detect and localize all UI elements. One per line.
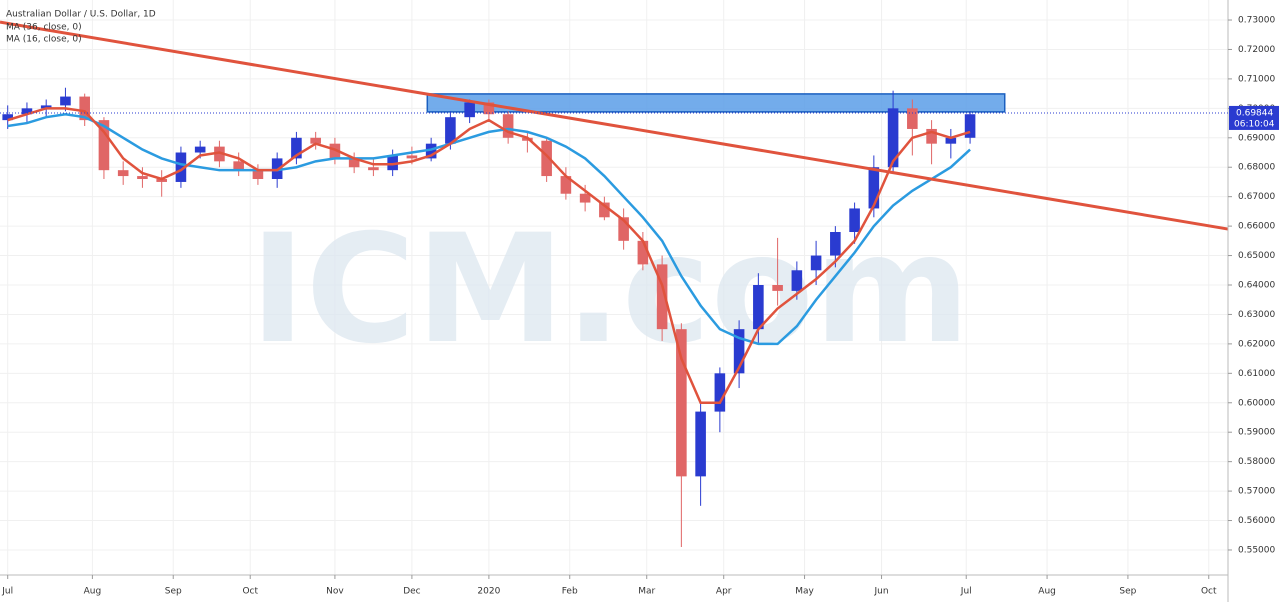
y-tick-label: 0.60000 (1238, 398, 1275, 408)
candle-body (194, 146, 206, 153)
candle-body (483, 102, 495, 115)
x-tick-label: Aug (1038, 587, 1056, 597)
legend-entry: MA (16, close, 0) (6, 35, 82, 45)
x-tick-label: Dec (403, 587, 420, 597)
candle-body (310, 137, 321, 144)
candle-body (252, 170, 264, 180)
candle-body (541, 140, 552, 177)
y-tick-label: 0.73000 (1238, 16, 1275, 26)
candle-body (676, 329, 687, 477)
candle-body (964, 114, 976, 138)
candle-body (40, 105, 52, 109)
y-tick-label: 0.69000 (1238, 133, 1275, 143)
x-tick-label: Oct (1201, 587, 1217, 597)
candle-body (849, 208, 860, 233)
x-tick-label: Jul (960, 587, 972, 597)
y-tick-label: 0.58000 (1238, 457, 1275, 467)
y-tick-label: 0.72000 (1238, 45, 1275, 55)
candle-body (425, 143, 437, 159)
y-tick-label: 0.64000 (1238, 280, 1275, 290)
y-tick-label: 0.56000 (1238, 516, 1275, 526)
y-tick-label: 0.62000 (1238, 339, 1275, 349)
y-tick-label: 0.63000 (1238, 310, 1275, 320)
candle-body (926, 128, 937, 144)
candle-body (79, 96, 90, 121)
x-tick-label: Mar (638, 587, 655, 597)
y-tick-label: 0.65000 (1238, 251, 1275, 261)
candle-body (791, 270, 803, 291)
candle-body (445, 117, 456, 144)
candle-body (233, 161, 244, 171)
candle-body (368, 167, 379, 171)
candle-body (656, 264, 668, 330)
x-tick-label: Jun (874, 587, 889, 597)
last-price-label: 0.69844 (1236, 108, 1273, 118)
candle-body (464, 102, 475, 118)
candle-body (945, 137, 957, 144)
candle-body (2, 114, 13, 121)
candle-body (98, 120, 110, 171)
chart-title: Australian Dollar / U.S. Dollar, 1D (6, 10, 156, 20)
candle-body (156, 179, 167, 182)
candle-body (753, 284, 764, 330)
candle-body (907, 108, 918, 129)
y-tick-label: 0.59000 (1238, 428, 1275, 438)
x-tick-label: May (795, 587, 814, 597)
x-tick-label: Oct (242, 587, 258, 597)
legend-entry: MA (36, close, 0) (6, 23, 82, 33)
candle-body (502, 114, 514, 138)
candle-body (137, 176, 148, 180)
candle-body (695, 411, 706, 477)
x-tick-label: Jul (1, 587, 13, 597)
candle-body (60, 96, 71, 106)
countdown-label: 06:10:04 (1234, 119, 1275, 129)
candle-body (618, 217, 629, 241)
y-tick-label: 0.61000 (1238, 369, 1275, 379)
candle-body (637, 240, 649, 265)
y-tick-label: 0.55000 (1238, 545, 1275, 555)
candle-body (117, 170, 129, 177)
candle-body (387, 155, 398, 171)
candle-body (733, 329, 745, 374)
candle-body (772, 284, 783, 291)
candle-body (348, 158, 360, 168)
x-tick-label: Apr (716, 587, 732, 597)
x-tick-label: Sep (1119, 587, 1136, 597)
x-tick-label: Feb (562, 587, 578, 597)
candle-body (329, 143, 341, 159)
ma-line (7, 112, 971, 346)
last-price-box (1229, 105, 1279, 130)
resistance-zone (426, 93, 1006, 113)
candle-body (406, 155, 418, 159)
candle-body (714, 373, 726, 412)
candle-body (214, 146, 225, 162)
y-tick-label: 0.67000 (1238, 192, 1275, 202)
candle-body (830, 232, 841, 256)
y-tick-label: 0.66000 (1238, 222, 1275, 232)
x-tick-label: Nov (326, 587, 344, 597)
candle-body (579, 193, 591, 203)
ma-line (7, 107, 971, 405)
candle-body (868, 167, 880, 209)
candle-body (810, 255, 822, 271)
x-tick-label: 2020 (477, 587, 500, 597)
candle-body (175, 152, 187, 182)
x-tick-label: Aug (84, 587, 102, 597)
candle-body (291, 137, 302, 159)
trend-line (0, 20, 1229, 231)
candle-body (887, 108, 899, 168)
candle-body (599, 202, 610, 218)
watermark: ICM.com (250, 203, 970, 377)
candle-body (560, 176, 572, 194)
y-tick-label: 0.71000 (1238, 74, 1275, 84)
y-tick-label: 0.68000 (1238, 163, 1275, 173)
y-tick-label: 0.57000 (1238, 487, 1275, 497)
x-tick-label: Sep (165, 587, 182, 597)
candle-body (21, 108, 33, 115)
